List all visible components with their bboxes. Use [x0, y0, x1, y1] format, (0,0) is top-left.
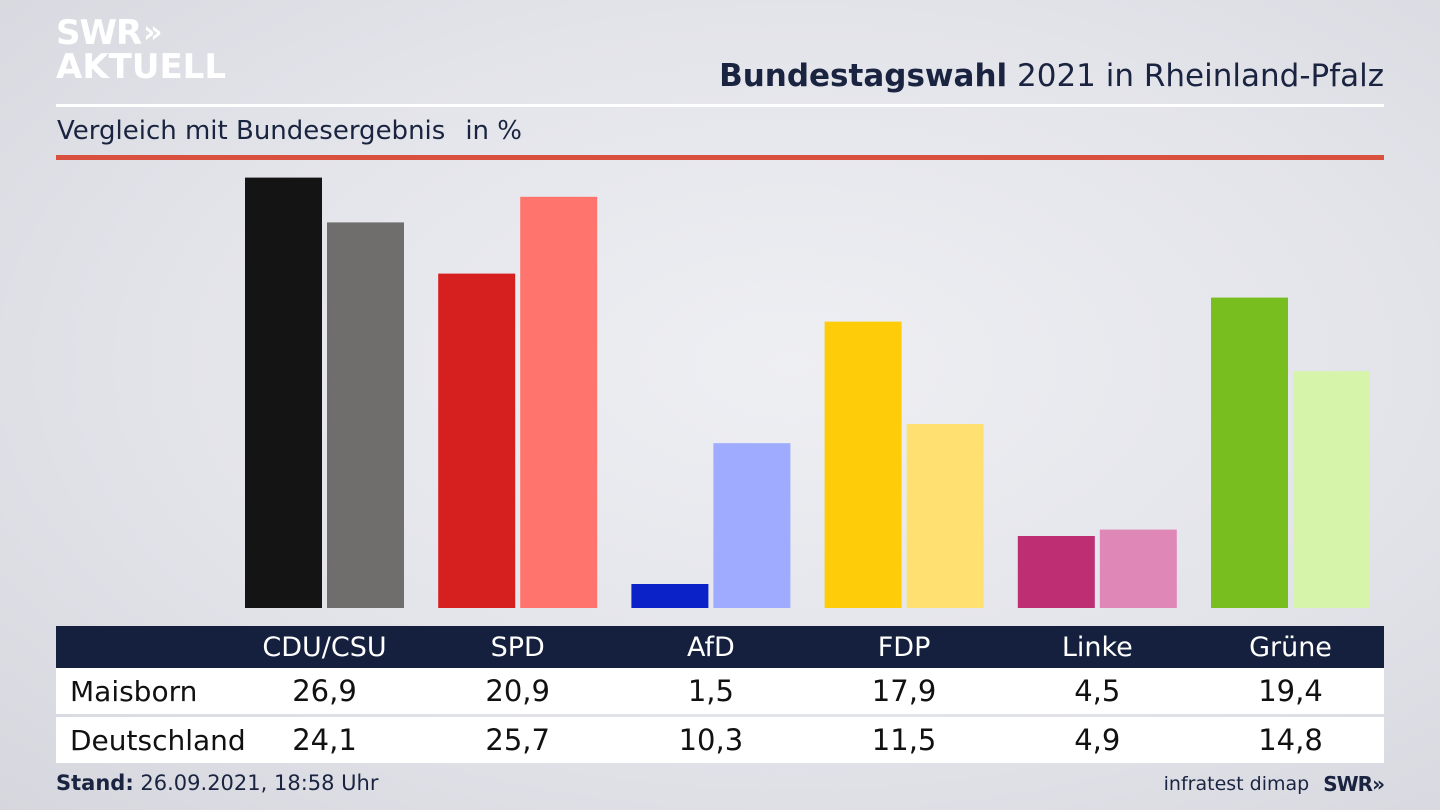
value-maisborn-afd: 1,5 — [687, 674, 734, 708]
swr-aktuell-logo: SWR» AKTUELL — [56, 16, 226, 84]
source-label: infratest dimap — [1163, 773, 1310, 795]
bar-gruene-maisborn — [1211, 297, 1288, 608]
stand-value: 26.09.2021, 18:58 Uhr — [133, 771, 379, 795]
timestamp: Stand: 26.09.2021, 18:58 Uhr — [56, 771, 379, 795]
bar-spd-deutschland — [520, 196, 598, 609]
bar-afd-maisborn — [631, 584, 709, 608]
value-deutschland-cdu-csu: 24,1 — [292, 723, 357, 757]
table-header-row: CDU/CSU SPD AfD FDP Linke Grüne — [56, 626, 1384, 668]
table-row-maisborn: Maisborn 26,9 20,9 1,5 17,9 4,5 19,4 — [56, 668, 1384, 714]
row-label-maisborn: Maisborn — [70, 674, 198, 708]
bar-cdu-csu-maisborn — [245, 177, 322, 608]
value-maisborn-cdu-csu: 26,9 — [292, 674, 357, 708]
subtitle-divider — [56, 155, 1384, 160]
table-row-deutschland: Deutschland 24,1 25,7 10,3 11,5 4,9 14,8 — [56, 717, 1384, 763]
bar-gruene-deutschland — [1293, 371, 1370, 608]
value-deutschland-linke: 4,9 — [1074, 723, 1121, 757]
column-header-spd: SPD — [490, 631, 545, 663]
bar-afd-deutschland — [713, 443, 791, 608]
title-bold: Bundestagswahl — [719, 58, 1008, 94]
bar-cdu-csu-deutschland — [327, 222, 404, 608]
row-label-deutschland: Deutschland — [70, 723, 246, 757]
logo-aktuell: AKTUELL — [56, 47, 227, 87]
column-header-afd: AfD — [686, 631, 735, 663]
value-maisborn-spd: 20,9 — [485, 674, 550, 708]
value-maisborn-gruene: 19,4 — [1258, 674, 1323, 708]
title-rest: 2021 in Rheinland-Pfalz — [1007, 58, 1384, 94]
column-header-fdp: FDP — [877, 631, 931, 663]
value-deutschland-afd: 10,3 — [678, 723, 744, 757]
header-divider — [56, 104, 1384, 107]
bar-linke-deutschland — [1099, 529, 1177, 608]
value-deutschland-fdp: 11,5 — [871, 723, 937, 757]
column-header-linke: Linke — [1061, 631, 1133, 663]
column-header-gruene: Grüne — [1249, 631, 1332, 663]
bar-chart — [245, 177, 1370, 609]
logo-swr: SWR — [56, 13, 142, 53]
value-maisborn-linke: 4,5 — [1074, 674, 1121, 708]
bar-fdp-maisborn — [824, 321, 902, 608]
value-deutschland-spd: 25,7 — [485, 723, 550, 757]
bar-fdp-deutschland — [906, 424, 984, 608]
source-credit: infratest dimap SWR» — [1163, 772, 1385, 796]
column-header-cdu-csu: CDU/CSU — [262, 631, 387, 663]
value-maisborn-fdp: 17,9 — [871, 674, 937, 708]
bar-spd-maisborn — [438, 273, 516, 608]
swr-brand-logo: SWR» — [1323, 772, 1385, 796]
bar-linke-maisborn — [1017, 536, 1095, 608]
page-title: Bundestagswahl 2021 in Rheinland-Pfalz — [719, 58, 1384, 94]
subtitle-text: Vergleich mit Bundesergebnis — [57, 116, 446, 146]
results-table: CDU/CSU SPD AfD FDP Linke Grüne Maisborn 26,9… — [56, 626, 1384, 763]
value-deutschland-gruene: 14,8 — [1258, 723, 1323, 757]
stand-label: Stand: — [56, 771, 134, 795]
chart-subtitle: Vergleich mit Bundesergebnis in % — [57, 116, 522, 146]
unit-label: in % — [465, 116, 522, 146]
